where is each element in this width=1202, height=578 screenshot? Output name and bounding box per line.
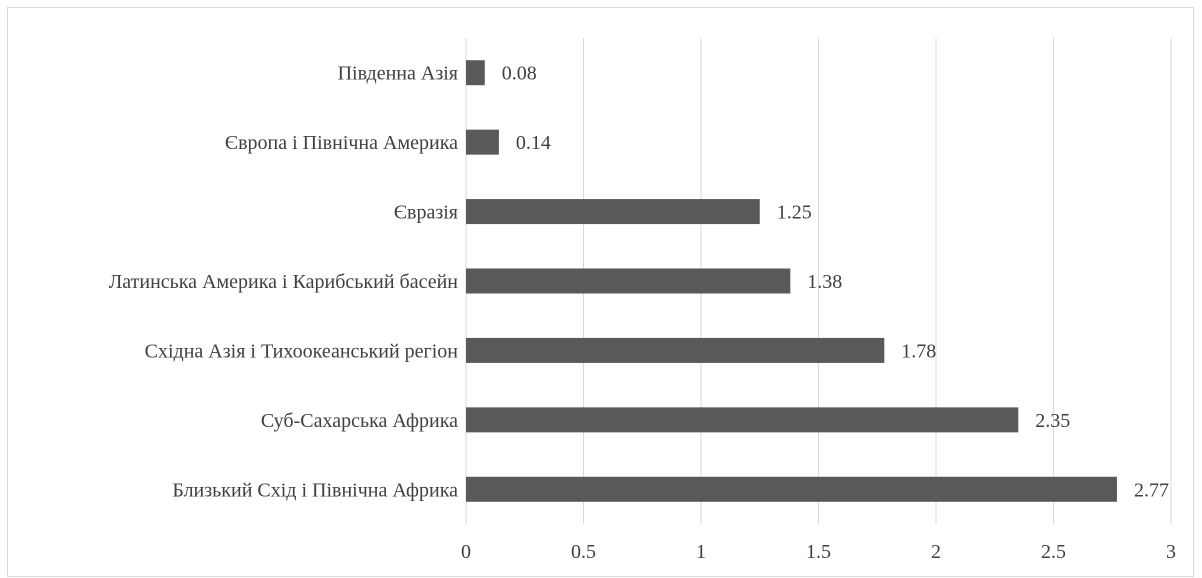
data-label: 2.77 (1134, 479, 1169, 501)
bar (466, 407, 1019, 433)
x-tick-label: 0.5 (571, 541, 596, 563)
x-axis-tick-labels: 0 0.5 1 1.5 2 2.5 3 (461, 541, 1176, 563)
x-tick-label: 2 (931, 541, 941, 563)
category-labels: Південна Азія Європа і Північна Америка Єв… (109, 63, 459, 502)
x-tick-label: 1 (696, 541, 706, 563)
data-label: 0.08 (502, 63, 537, 85)
category-label: Суб-Сахарська Африка (261, 410, 458, 432)
bar (466, 337, 885, 363)
bars (466, 60, 1117, 502)
data-labels: 0.08 0.14 1.25 1.38 1.78 2.35 2.77 (502, 63, 1169, 502)
data-label: 1.78 (901, 340, 936, 362)
category-label: Східна Азія і Тихоокеанський регіон (145, 340, 459, 362)
x-tick-label: 3 (1166, 541, 1176, 563)
category-label: Європа і Північна Америка (225, 132, 458, 154)
bar (466, 60, 485, 86)
category-label: Південна Азія (338, 63, 458, 85)
gridlines (465, 38, 1172, 524)
bar (466, 129, 499, 155)
x-tick-label: 1.5 (806, 541, 831, 563)
data-label: 1.38 (807, 271, 842, 293)
bar (466, 476, 1117, 502)
bar (466, 268, 791, 294)
data-label: 1.25 (777, 202, 812, 224)
x-tick-label: 2.5 (1041, 541, 1066, 563)
category-label: Євразія (394, 202, 458, 224)
x-tick-label: 0 (461, 541, 471, 563)
bar (466, 199, 760, 225)
category-label: Латинська Америка і Карибський басейн (109, 271, 459, 293)
category-label: Близький Схід і Північна Африка (172, 479, 458, 501)
data-label: 0.14 (516, 132, 551, 154)
data-label: 2.35 (1035, 410, 1070, 432)
